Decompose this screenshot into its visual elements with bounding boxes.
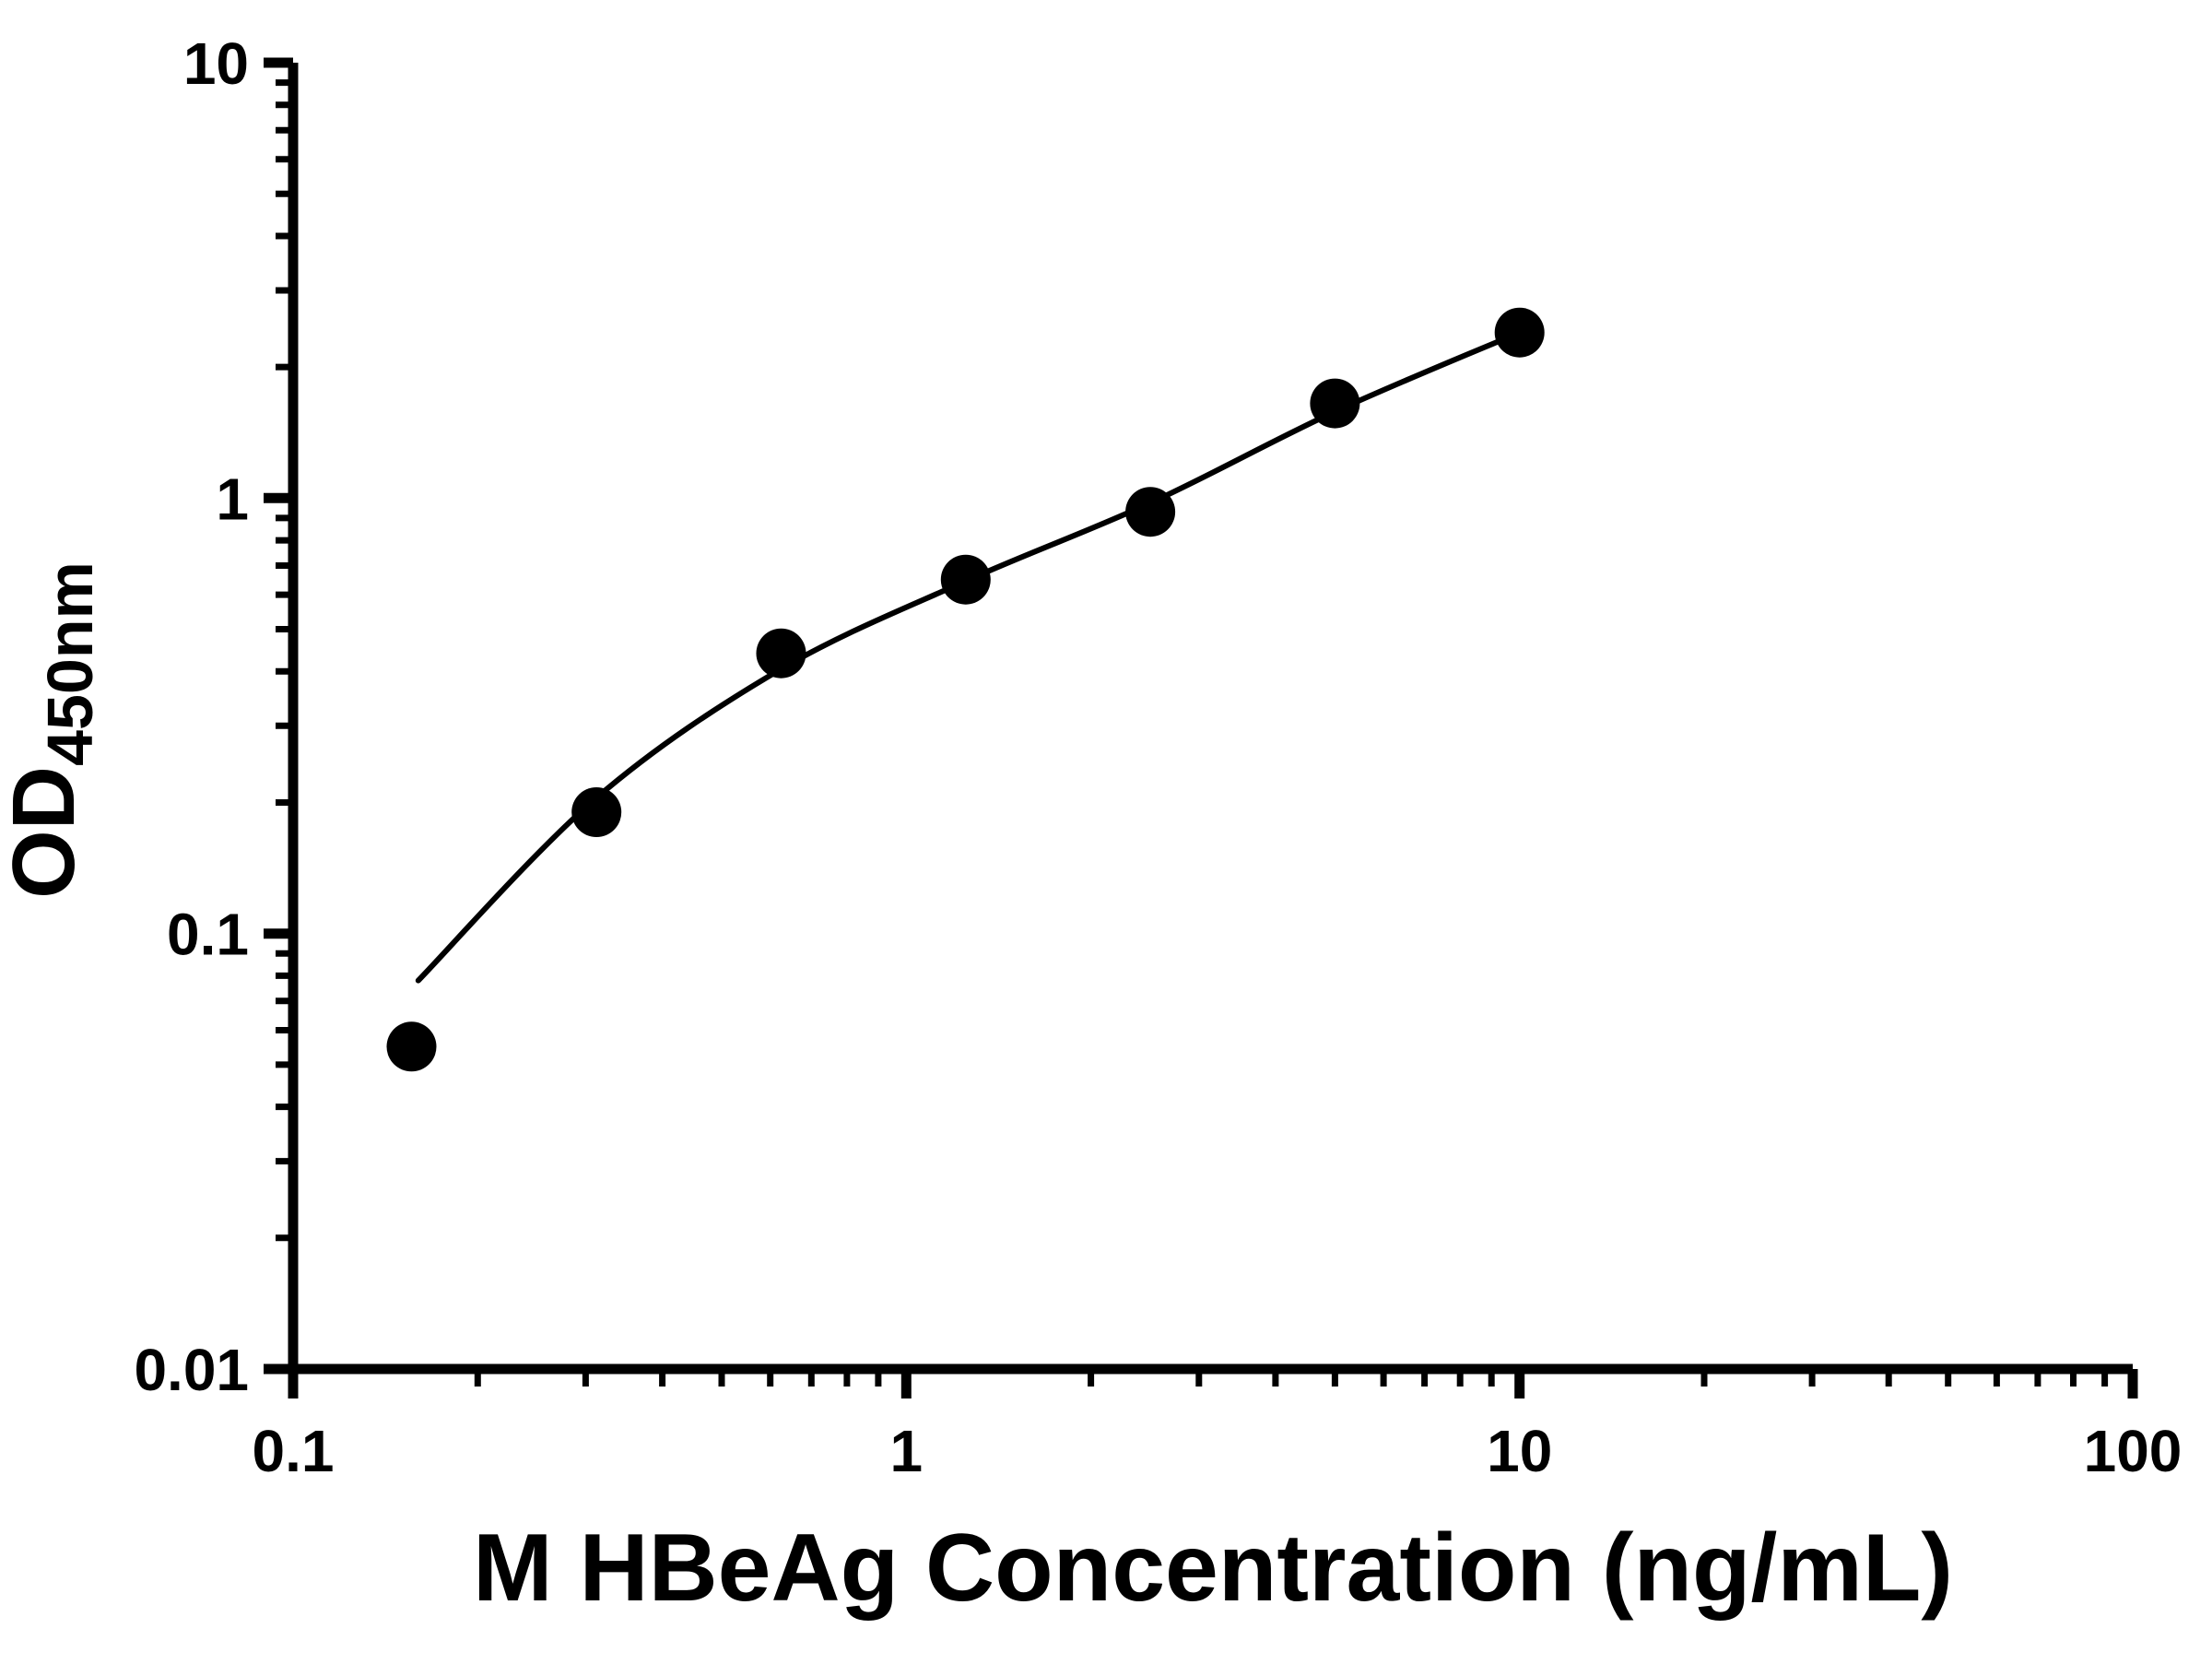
data-point — [1310, 378, 1360, 429]
data-point — [1494, 307, 1545, 358]
data-points — [386, 307, 1545, 1072]
fit-curve — [415, 329, 1523, 984]
y-axis-title: OD450nm — [0, 561, 106, 899]
x-tick-label: 10 — [1487, 1418, 1552, 1484]
axes — [288, 63, 2133, 1375]
y-axis-title-subscript: 450nm — [34, 561, 106, 766]
fit-curve-path — [415, 329, 1523, 984]
data-point — [386, 1021, 437, 1072]
x-tick-label: 0.1 — [253, 1418, 335, 1484]
y-tick-label: 0.1 — [167, 902, 249, 968]
data-point — [1125, 487, 1176, 537]
y-axis-title-main: OD — [0, 766, 93, 899]
data-point — [940, 554, 991, 605]
data-point — [756, 628, 806, 679]
x-tick-label: 1 — [890, 1418, 924, 1484]
y-tick-label: 10 — [183, 30, 249, 97]
data-point — [571, 787, 622, 837]
y-tick-label: 1 — [216, 466, 249, 532]
x-tick-label: 100 — [2084, 1418, 2183, 1484]
y-tick-label: 0.01 — [134, 1337, 249, 1403]
x-axis-title: M HBeAg Concentration (ng/mL) — [473, 1515, 1953, 1622]
axis-ticks — [264, 57, 2138, 1398]
